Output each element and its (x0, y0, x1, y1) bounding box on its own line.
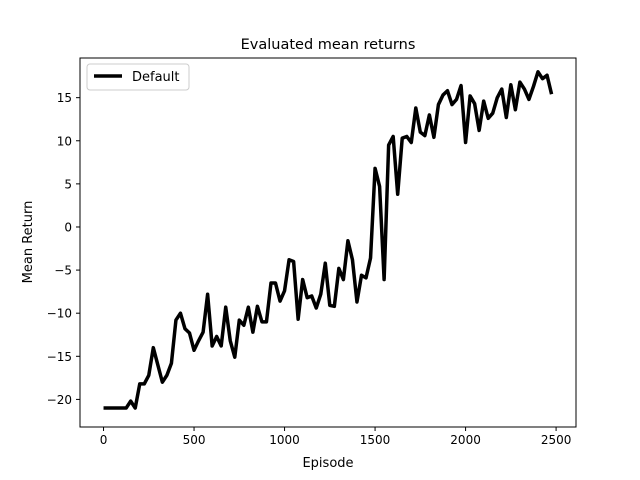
x-tick-label: 1500 (360, 433, 391, 447)
y-tick-label: −5 (54, 264, 72, 278)
y-tick-label: −10 (47, 307, 72, 321)
y-axis-label: Mean Return (21, 201, 36, 284)
y-tick-label: 5 (64, 177, 72, 191)
y-tick-label: −15 (47, 350, 72, 364)
x-tick-label: 2000 (450, 433, 481, 447)
chart-title: Evaluated mean returns (241, 37, 416, 53)
x-tick-label: 500 (183, 433, 206, 447)
plot-area-frame (79, 57, 577, 428)
y-axis-ticks: −20 −15 −10 −5 0 5 10 15 (47, 91, 80, 407)
y-tick-label: 10 (57, 134, 72, 148)
x-tick-label: 2500 (541, 433, 572, 447)
y-tick-label: 0 (64, 220, 72, 234)
x-axis-ticks: 0 500 1000 1500 2000 2500 (100, 427, 572, 447)
series-layer (103, 70, 554, 410)
y-tick-label: −20 (47, 393, 72, 407)
legend: Default (86, 63, 190, 91)
y-tick-label: 15 (57, 91, 72, 105)
x-tick-label: 0 (100, 433, 108, 447)
legend-frame (86, 63, 190, 91)
x-tick-label: 1000 (269, 433, 300, 447)
series-line-default (103, 70, 554, 410)
x-axis-label: Episode (302, 456, 353, 471)
legend-label-default: Default (132, 70, 180, 85)
